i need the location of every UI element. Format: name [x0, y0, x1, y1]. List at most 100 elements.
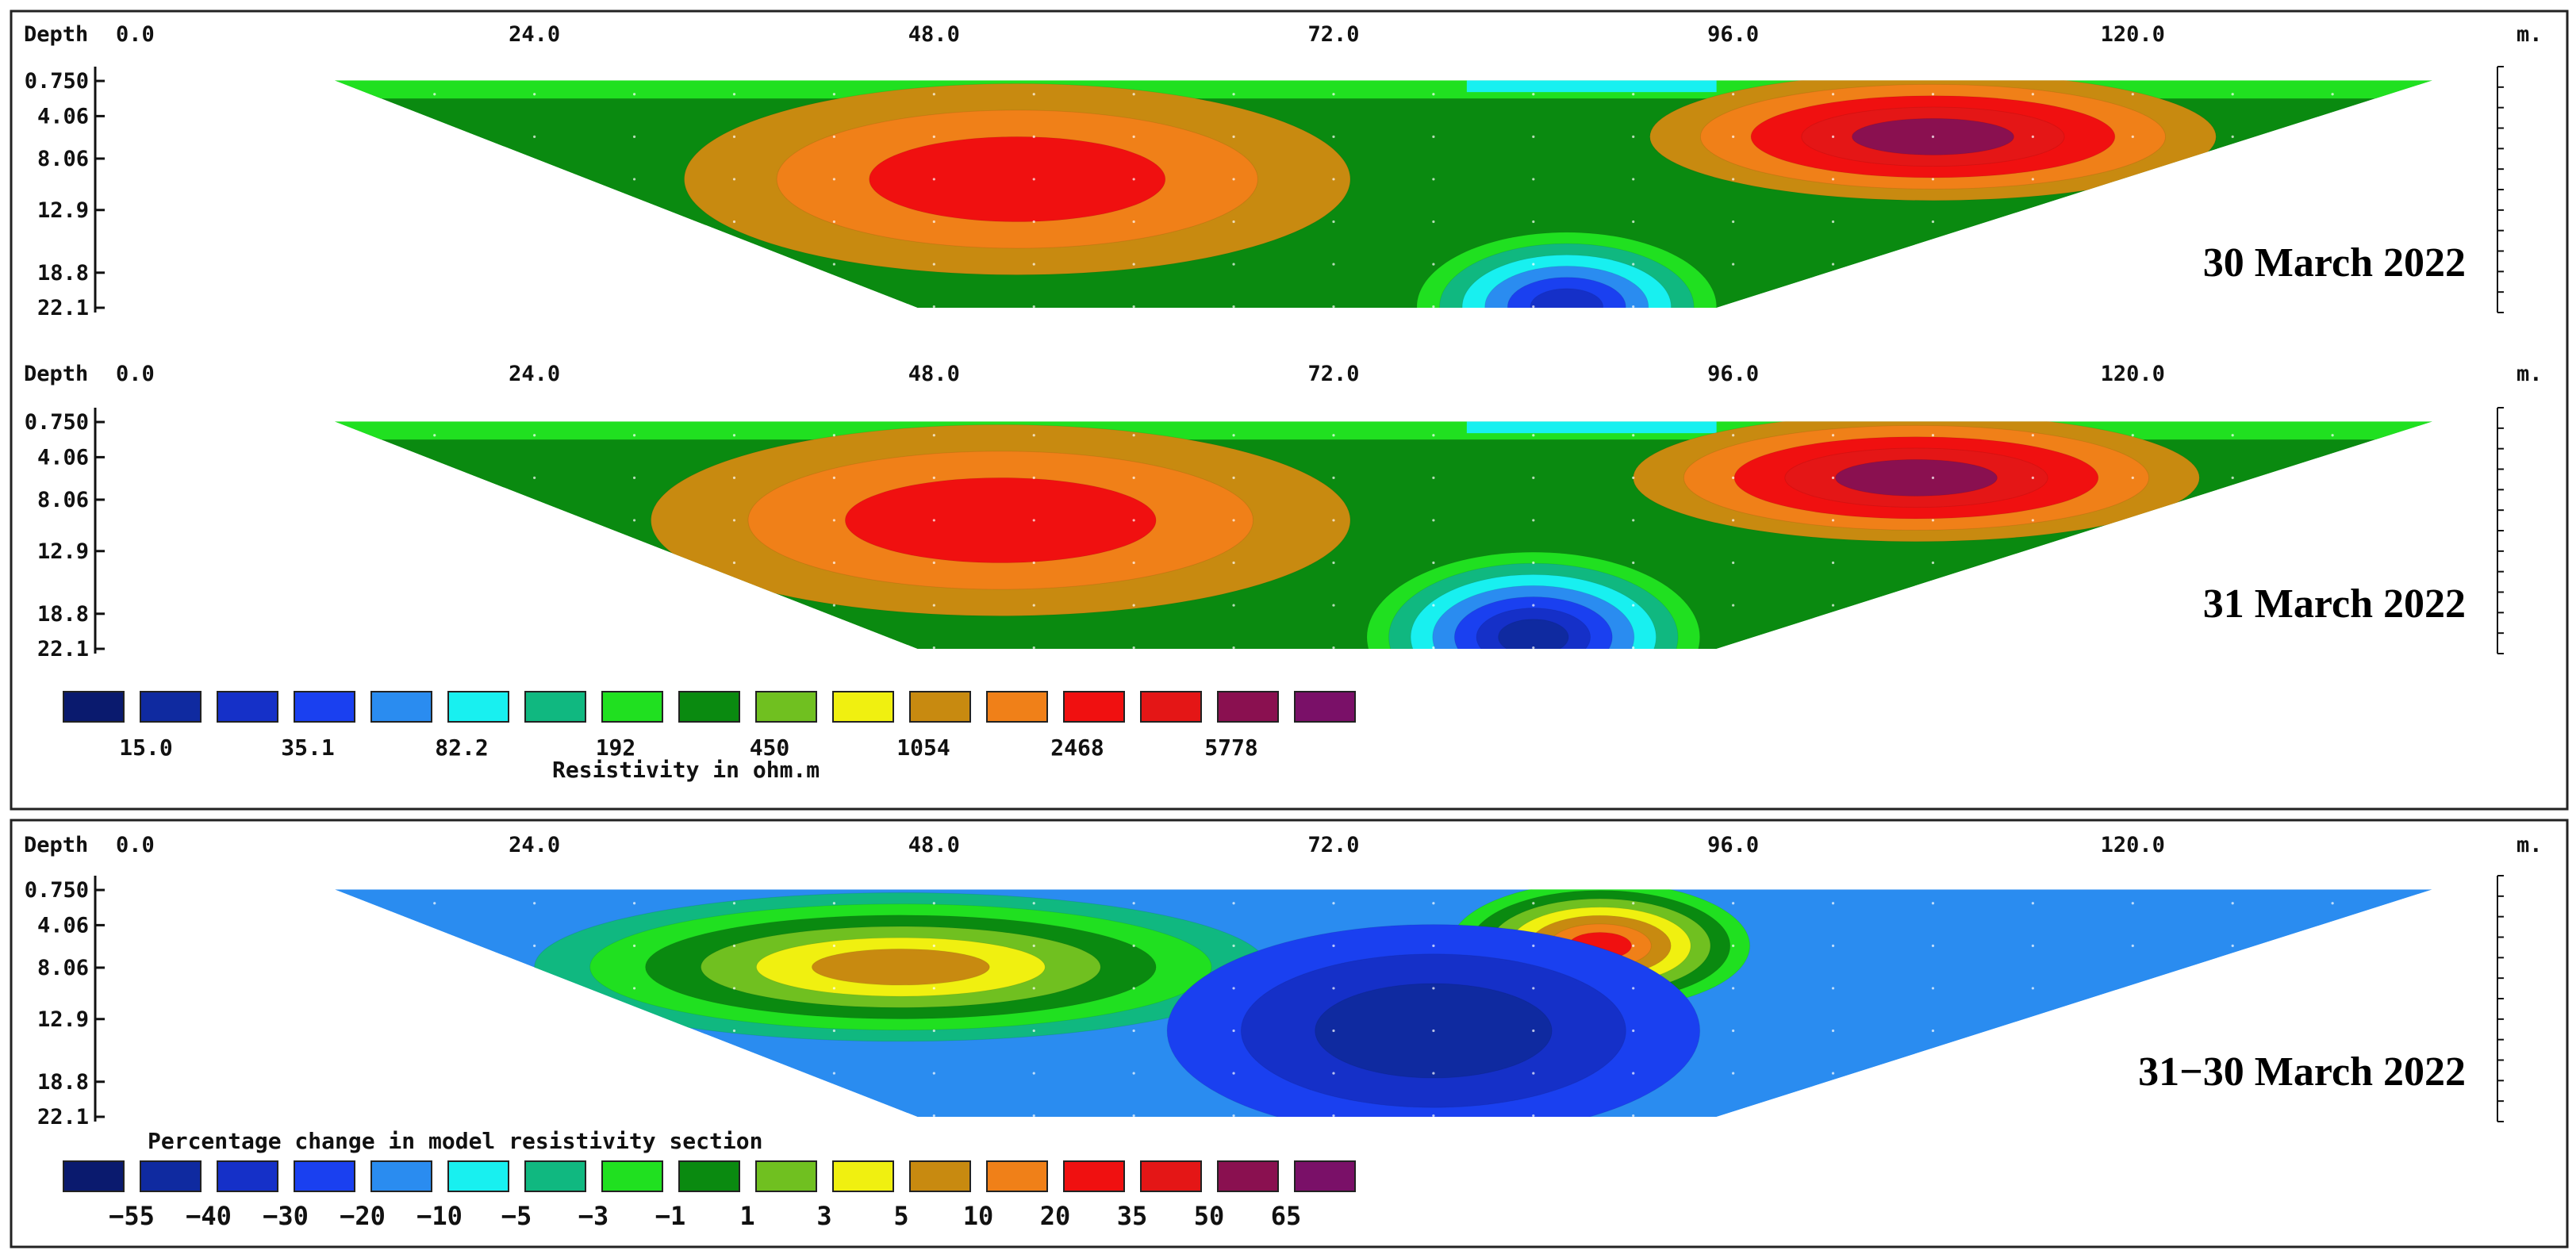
data-point: [632, 902, 636, 905]
data-point: [2031, 902, 2034, 905]
x-tick-label: 96.0: [1707, 833, 1759, 857]
legend-swatch: [909, 1160, 971, 1192]
data-point: [1632, 1029, 1635, 1033]
data-point: [2131, 987, 2134, 990]
data-point: [1532, 434, 1535, 437]
data-point: [932, 93, 935, 96]
data-point: [2131, 519, 2134, 522]
data-point: [1931, 987, 1935, 990]
data-point: [1032, 646, 1035, 649]
data-point: [732, 646, 736, 649]
data-point: [732, 178, 736, 181]
legend-swatch: [217, 691, 278, 723]
data-point: [1931, 1114, 1935, 1117]
data-point: [932, 263, 935, 266]
data-point: [2331, 1029, 2334, 1033]
data-point: [1432, 1029, 1435, 1033]
legend-swatch: [1140, 691, 1202, 723]
legend-label: −10: [417, 1201, 463, 1231]
legend-label: −1: [655, 1201, 686, 1231]
data-point: [1332, 604, 1335, 607]
data-point: [1132, 178, 1135, 181]
data-point: [1532, 646, 1535, 649]
data-point: [1931, 519, 1935, 522]
near-surface-patch: [1466, 80, 1717, 93]
depth-label: 8.06: [37, 488, 89, 512]
depth-label: 4.06: [37, 913, 89, 938]
data-point: [334, 220, 336, 224]
data-point: [732, 561, 736, 565]
legend-swatch: [1217, 1160, 1279, 1192]
data-point: [1732, 987, 1735, 990]
legend-percentage_change: −55 −40 −30 −20 −10 −5 −3 −1 1 3 5 10 20 35 50 65Percen…: [63, 1128, 1356, 1231]
data-point: [832, 434, 835, 437]
data-point: [1332, 944, 1335, 947]
data-point: [2231, 902, 2234, 905]
legend-label: −3: [578, 1201, 609, 1231]
x-tick-label: 96.0: [1707, 362, 1759, 386]
legend-label: 1: [739, 1201, 754, 1231]
data-point: [1931, 434, 1935, 437]
data-point: [632, 178, 636, 181]
data-point: [1032, 476, 1035, 479]
data-point: [1332, 178, 1335, 181]
contour-ring: [844, 477, 1157, 564]
data-point: [1232, 561, 1235, 565]
data-point: [2031, 220, 2034, 224]
data-point: [433, 1072, 436, 1075]
data-point: [1132, 1072, 1135, 1075]
data-point: [533, 434, 536, 437]
legend-swatch: [447, 1160, 509, 1192]
x-tick-label: 48.0: [908, 22, 960, 47]
legend-resistivity: 15.0 35.1 82.2 192 450 1054 2468 5778 Resistivit…: [63, 691, 1356, 783]
data-point: [1032, 561, 1035, 565]
contour-ring: [1498, 619, 1569, 649]
data-point: [2131, 135, 2134, 138]
data-point: [2431, 220, 2433, 224]
data-point: [2431, 135, 2433, 138]
data-point: [2431, 178, 2433, 181]
data-point: [732, 263, 736, 266]
data-point: [1232, 1072, 1235, 1075]
legend-label: 35.1: [281, 734, 334, 761]
data-point: [1032, 263, 1035, 266]
depth-label: 0.750: [25, 878, 89, 903]
data-point: [1732, 220, 1735, 224]
data-point: [2131, 220, 2134, 224]
legend-swatch: [1140, 1160, 1202, 1192]
data-point: [932, 135, 935, 138]
x-tick-label: 96.0: [1707, 22, 1759, 47]
data-point: [1432, 93, 1435, 96]
data-point: [932, 561, 935, 565]
data-point: [1432, 305, 1435, 309]
data-point: [1632, 1114, 1635, 1117]
data-point: [1432, 987, 1435, 990]
depth-label: 8.06: [37, 147, 89, 171]
data-point: [832, 178, 835, 181]
legend-swatch: [524, 1160, 586, 1192]
x-tick-label: 72.0: [1307, 362, 1359, 386]
data-point: [2231, 135, 2234, 138]
data-point: [1432, 135, 1435, 138]
data-point: [1931, 1029, 1935, 1033]
data-point: [832, 1029, 835, 1033]
data-point: [2131, 434, 2134, 437]
data-point: [732, 305, 736, 309]
contour-ring: [1530, 288, 1604, 309]
data-point: [2131, 1114, 2134, 1117]
x-axis-header: Depth: [24, 362, 88, 386]
data-point: [1632, 604, 1635, 607]
data-point: [632, 561, 636, 565]
data-point: [1432, 178, 1435, 181]
data-point: [1831, 135, 1835, 138]
data-point: [1532, 178, 1535, 181]
data-point: [1232, 646, 1235, 649]
data-point: [1831, 1114, 1835, 1117]
data-point: [334, 178, 336, 181]
data-point: [1432, 902, 1435, 905]
data-point: [1831, 434, 1835, 437]
legend-label: 192: [596, 734, 636, 761]
data-point: [2331, 561, 2334, 565]
data-point: [533, 476, 536, 479]
data-point: [1132, 220, 1135, 224]
